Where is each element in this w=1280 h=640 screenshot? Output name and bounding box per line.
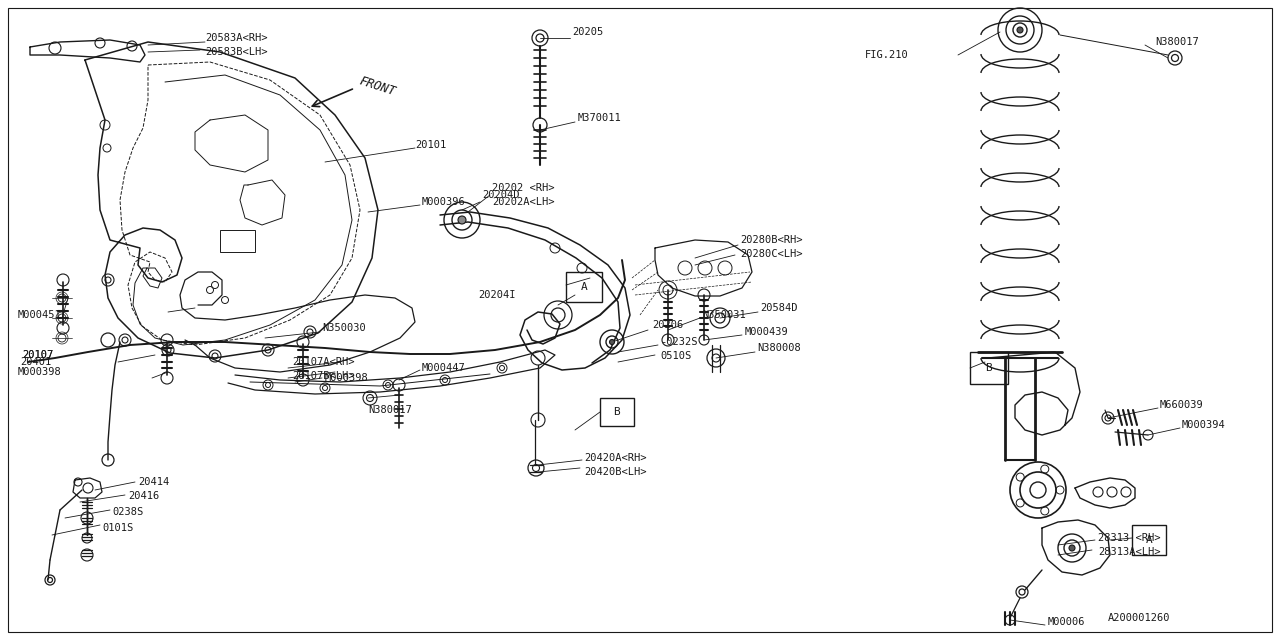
Circle shape bbox=[1018, 27, 1023, 33]
Text: 20280C<LH>: 20280C<LH> bbox=[740, 249, 803, 259]
Text: 20583B<LH>: 20583B<LH> bbox=[205, 47, 268, 57]
Bar bbox=[970, 352, 1009, 384]
Text: A: A bbox=[581, 282, 588, 292]
Text: -0232S: -0232S bbox=[660, 337, 698, 347]
Text: 20202 <RH>: 20202 <RH> bbox=[492, 183, 554, 193]
Text: FIG.210: FIG.210 bbox=[865, 50, 909, 60]
Bar bbox=[600, 398, 634, 426]
Text: 20206: 20206 bbox=[652, 320, 684, 330]
Text: M660039: M660039 bbox=[1160, 400, 1203, 410]
Text: N380008: N380008 bbox=[756, 343, 801, 353]
Bar bbox=[1132, 525, 1166, 555]
Text: 20414: 20414 bbox=[138, 477, 169, 487]
Text: M370011: M370011 bbox=[579, 113, 622, 123]
Text: M000398: M000398 bbox=[325, 373, 369, 383]
Text: 20204D: 20204D bbox=[483, 190, 520, 200]
Text: 20584D: 20584D bbox=[760, 303, 797, 313]
Text: N380017: N380017 bbox=[1155, 37, 1199, 47]
Circle shape bbox=[458, 216, 466, 224]
Text: 20205: 20205 bbox=[572, 27, 603, 37]
Text: N350030: N350030 bbox=[323, 323, 366, 333]
Text: B: B bbox=[613, 407, 621, 417]
Text: 0238S: 0238S bbox=[113, 507, 143, 517]
Text: 28313A<LH>: 28313A<LH> bbox=[1098, 547, 1161, 557]
Text: 20280B<RH>: 20280B<RH> bbox=[740, 235, 803, 245]
Text: 20583A<RH>: 20583A<RH> bbox=[205, 33, 268, 43]
Text: M000394: M000394 bbox=[1181, 420, 1226, 430]
Circle shape bbox=[609, 339, 614, 344]
Text: M000439: M000439 bbox=[745, 327, 788, 337]
Text: 0101S: 0101S bbox=[102, 523, 133, 533]
Text: 20401: 20401 bbox=[20, 357, 51, 367]
Text: 20420B<LH>: 20420B<LH> bbox=[584, 467, 646, 477]
Text: FRONT: FRONT bbox=[358, 74, 398, 98]
Text: 20416: 20416 bbox=[128, 491, 159, 501]
Text: 28313 <RH>: 28313 <RH> bbox=[1098, 533, 1161, 543]
Circle shape bbox=[1069, 545, 1075, 551]
Text: M000396: M000396 bbox=[422, 197, 466, 207]
Text: A200001260: A200001260 bbox=[1108, 613, 1170, 623]
Text: 20107A<RH>: 20107A<RH> bbox=[292, 357, 355, 367]
Text: 20202A<LH>: 20202A<LH> bbox=[492, 197, 554, 207]
Bar bbox=[566, 272, 602, 302]
Text: A: A bbox=[1146, 535, 1152, 545]
Text: M000447: M000447 bbox=[422, 363, 466, 373]
Text: 20107: 20107 bbox=[22, 350, 54, 360]
Text: M00006: M00006 bbox=[1048, 617, 1085, 627]
Text: M000451: M000451 bbox=[18, 310, 61, 320]
Text: N380017: N380017 bbox=[369, 405, 412, 415]
Text: 20107: 20107 bbox=[22, 350, 54, 360]
Text: 20204I: 20204I bbox=[477, 290, 516, 300]
Text: 20420A<RH>: 20420A<RH> bbox=[584, 453, 646, 463]
Text: 0510S: 0510S bbox=[660, 351, 691, 361]
Text: 20101: 20101 bbox=[415, 140, 447, 150]
Text: 20107B<LH>: 20107B<LH> bbox=[292, 371, 355, 381]
Bar bbox=[220, 230, 255, 252]
Text: N350031: N350031 bbox=[701, 310, 746, 320]
Text: B: B bbox=[986, 363, 992, 373]
Text: M000398: M000398 bbox=[18, 367, 61, 377]
